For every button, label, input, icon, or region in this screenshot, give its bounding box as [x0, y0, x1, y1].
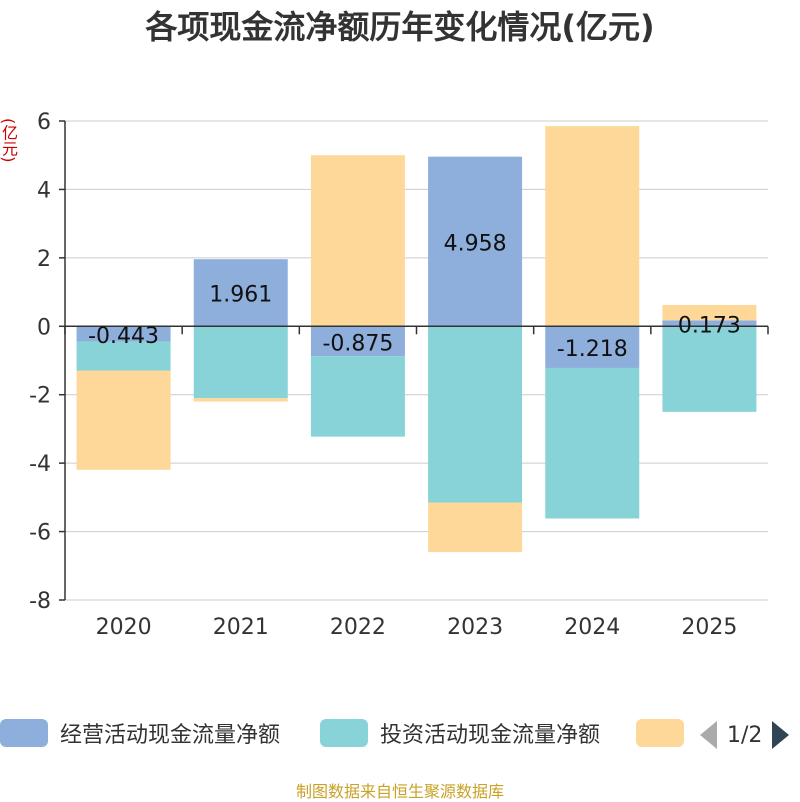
bar-investing-2024 — [545, 367, 640, 519]
x-tick-label-2024: 2024 — [564, 615, 620, 640]
bar-operating-2022 — [310, 326, 405, 357]
bar-financing-2023 — [428, 502, 523, 553]
y-tick-label: 0 — [37, 315, 51, 340]
bar-operating-2024 — [545, 326, 640, 368]
data-label-2020: -0.443 — [88, 324, 159, 349]
y-tick-label: -8 — [29, 589, 51, 614]
bar-operating-2025 — [662, 320, 757, 327]
legend-item-financing[interactable] — [636, 718, 684, 748]
legend-page-indicator: 1/2 — [727, 722, 763, 748]
legend-item-operating[interactable]: 经营活动现金流量净额 — [0, 718, 280, 748]
data-label-2023: 4.958 — [444, 231, 507, 256]
source-footer: 制图数据来自恒生聚源数据库 — [295, 782, 504, 801]
y-tick-label: 6 — [37, 110, 51, 135]
x-tick-label-2020: 2020 — [96, 615, 152, 640]
data-label-2024: -1.218 — [557, 337, 628, 362]
y-tick-label: 4 — [37, 178, 51, 203]
bar-investing-2023 — [428, 326, 523, 503]
legend: 经营活动现金流量净额 投资活动现金流量净额 1/2 — [0, 712, 800, 756]
bar-operating-2021 — [193, 259, 288, 327]
bar-investing-2022 — [310, 356, 405, 437]
bar-investing-2020 — [76, 341, 171, 371]
y-tick-label: -4 — [29, 452, 51, 477]
legend-label-operating: 经营活动现金流量净额 — [60, 723, 281, 748]
bar-financing-2024 — [545, 126, 640, 327]
data-label-2025: 0.173 — [678, 313, 741, 338]
bar-financing-2021 — [193, 398, 288, 402]
legend-next-icon[interactable] — [772, 721, 790, 749]
legend-label-investing: 投资活动现金流量净额 — [380, 723, 601, 748]
cashflow-chart: 6 4 2 0 -2 -4 -6 -8 2020 2021 2022 2023 2024 2025 -0.4… — [29, 110, 769, 640]
bar-financing-2020 — [76, 370, 171, 470]
legend-swatch-financing — [636, 719, 684, 747]
bar-investing-2021 — [193, 326, 288, 399]
bar-operating-2023 — [428, 156, 523, 327]
bar-operating-2020 — [76, 326, 171, 342]
y-tick-label: 2 — [37, 247, 51, 272]
legend-item-investing[interactable]: 投资活动现金流量净额 — [320, 718, 600, 748]
x-tick-label-2022: 2022 — [330, 615, 386, 640]
data-label-2022: -0.875 — [322, 331, 393, 356]
chart-title: 各项现金流净额历年变化情况(亿元) — [145, 8, 655, 46]
y-axis-unit: (亿元) — [0, 118, 18, 163]
x-tick-label-2023: 2023 — [447, 615, 503, 640]
y-tick-label: -6 — [29, 521, 51, 546]
bar-financing-2025 — [662, 304, 757, 321]
bar-investing-2025 — [662, 326, 757, 412]
y-tick-label: -2 — [29, 384, 51, 409]
x-tick-label-2021: 2021 — [213, 615, 269, 640]
legend-pager: 1/2 — [700, 720, 790, 750]
bar-financing-2022 — [310, 155, 405, 327]
legend-swatch-operating — [0, 719, 48, 747]
legend-swatch-investing — [320, 719, 368, 747]
data-label-2021: 1.961 — [209, 283, 272, 308]
x-tick-label-2025: 2025 — [681, 615, 737, 640]
legend-prev-icon[interactable] — [700, 721, 717, 749]
